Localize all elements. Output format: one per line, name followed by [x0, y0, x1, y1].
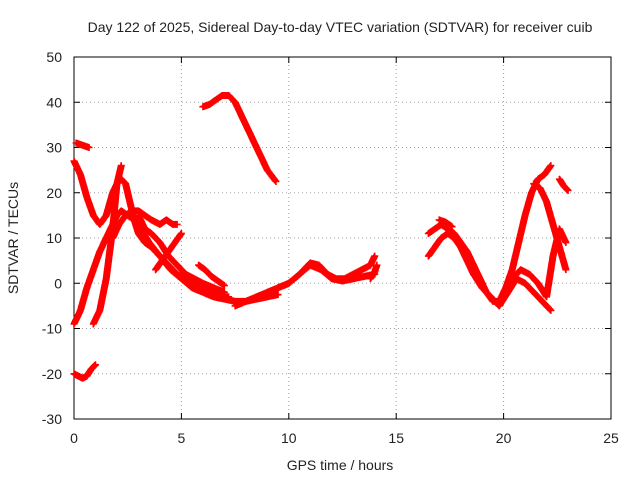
y-tick-label: -30 — [42, 411, 62, 427]
series-markers — [199, 92, 280, 185]
series-sat-l — [274, 261, 379, 292]
series-markers — [195, 261, 228, 290]
series-sat-d — [70, 361, 99, 382]
series-markers — [500, 225, 570, 301]
series-sat-f — [109, 207, 181, 242]
x-tick-label: 25 — [603, 430, 619, 446]
y-tick-label: 0 — [54, 275, 62, 291]
series-markers — [555, 175, 572, 194]
series-sat-m — [366, 261, 381, 283]
y-tick-label: 40 — [46, 94, 62, 110]
series-markers — [435, 216, 456, 231]
y-tick-label: -10 — [42, 321, 62, 337]
series-sat-e — [89, 162, 125, 328]
x-tick-label: 10 — [281, 430, 297, 446]
series-markers — [366, 261, 381, 283]
series-markers — [70, 157, 233, 301]
series-markers — [72, 139, 93, 151]
axis-ticks: 0 5 10 15 20 25 -30 -20 -10 0 10 20 30 40 50 — [42, 49, 619, 446]
series-markers — [109, 207, 181, 242]
series-markers — [424, 230, 555, 314]
x-tick-label: 20 — [496, 430, 512, 446]
series-sat-a — [70, 157, 233, 301]
y-axis-label: SDTVAR / TECUs — [5, 182, 21, 294]
series-markers — [530, 180, 570, 274]
x-tick-label: 15 — [388, 430, 404, 446]
series-sat-h — [152, 229, 185, 274]
series-sat-j — [195, 261, 228, 290]
series-markers — [274, 261, 379, 292]
chart-title: Day 122 of 2025, Sidereal Day-to-day VTE… — [88, 19, 593, 35]
series-sat-i — [199, 92, 280, 185]
x-axis-label: GPS time / hours — [287, 457, 394, 473]
series-sat-g — [134, 211, 228, 296]
y-tick-label: 20 — [46, 185, 62, 201]
series-sat-o — [424, 230, 555, 314]
series-sat-p — [435, 216, 456, 231]
y-tick-label: 10 — [46, 230, 62, 246]
series-markers — [70, 361, 99, 382]
series-sat-s — [555, 175, 572, 194]
x-tick-label: 5 — [178, 430, 186, 446]
y-tick-label: 30 — [46, 140, 62, 156]
x-tick-label: 0 — [70, 430, 78, 446]
series-sat-q — [500, 225, 570, 301]
series-sat-c — [72, 139, 93, 151]
y-tick-label: 50 — [46, 49, 62, 65]
series-markers — [134, 211, 228, 296]
series-markers — [89, 162, 125, 328]
y-tick-label: -20 — [42, 366, 62, 382]
series-sat-r — [530, 180, 570, 274]
data-points — [70, 92, 572, 382]
series-markers — [152, 229, 185, 274]
